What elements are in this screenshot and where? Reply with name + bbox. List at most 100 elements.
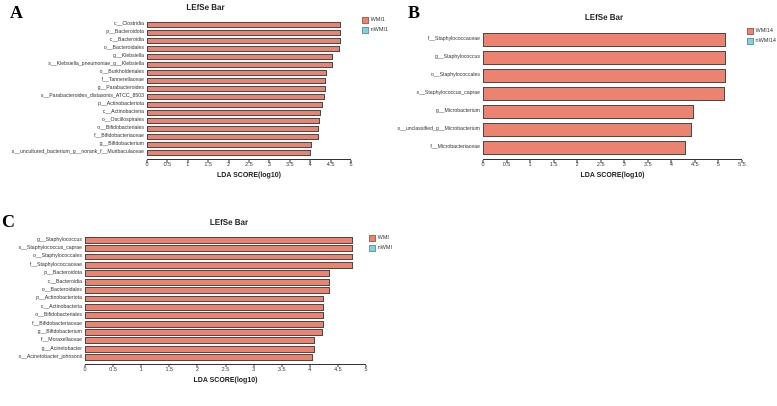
lda-score-bar — [147, 77, 326, 85]
taxon-label: g__Bifidobacterium — [99, 141, 144, 148]
taxon-label: g__Parabacteroides — [97, 85, 144, 92]
x-axis-tick-label: 0.5 — [502, 162, 511, 168]
lda-score-bar — [85, 354, 314, 362]
bar-row: s__Acinetobacter_johnsonii — [0, 353, 390, 362]
lda-score-bar — [483, 51, 727, 65]
legend-item: nWMI1 — [361, 27, 388, 34]
panel-c: C LEfSe Bar g__Staphylococcus s__Staphylo… — [0, 205, 392, 406]
chart-title: LEfSe Bar — [209, 218, 249, 227]
lda-score-bar — [85, 295, 324, 303]
x-axis-tick-label: 3 — [622, 162, 626, 168]
chart-title: LEfSe Bar — [584, 13, 624, 22]
taxon-label: o__Bacteroidales — [103, 45, 144, 52]
taxon-label: s__unclassified_g__Microbacterium — [397, 126, 480, 133]
bar-row: s__Klebsiella_pneumoniae_g__Klebsiella — [0, 61, 390, 69]
x-axis-tick-mark — [330, 160, 332, 163]
legend-label: WMI14 — [755, 27, 773, 34]
lefse-bar-chart-c: LEfSe Bar g__Staphylococcus s__Staphyloco… — [0, 205, 392, 406]
bar-track — [147, 109, 351, 117]
bar-track — [85, 328, 366, 336]
x-axis-tick-label: 1 — [139, 366, 143, 373]
x-axis-tick-label: 5 — [349, 162, 353, 168]
x-axis-tick-label: 0.5 — [109, 366, 117, 373]
bar-track — [147, 101, 351, 109]
bar-track — [147, 93, 351, 101]
lda-score-bar — [147, 53, 334, 61]
lda-score-bar — [147, 133, 320, 141]
x-axis-tick-mark — [225, 364, 226, 368]
taxon-label: o__Bifidobacteriales — [97, 125, 144, 132]
lda-score-bar — [147, 45, 341, 53]
bar-row: o__Bacteroidales — [0, 45, 390, 53]
lda-score-bar — [85, 270, 331, 278]
x-axis-tick-label: 2 — [195, 366, 199, 373]
lda-score-bar — [483, 69, 726, 83]
legend-swatch — [368, 245, 376, 252]
bar-track — [85, 244, 366, 252]
bar-row: o__Staphylococcales — [390, 67, 777, 85]
legend-swatch — [368, 235, 376, 242]
x-axis-line — [85, 363, 366, 365]
lda-score-bar — [85, 320, 324, 328]
legend: WMI14 nWMI14 — [746, 27, 776, 48]
legend-swatch — [361, 27, 369, 34]
taxon-label: c__Bacteroidia — [47, 278, 82, 285]
x-axis-tick-label: 3.5 — [643, 162, 652, 168]
taxon-label: f__Microbacteriaceae — [430, 144, 480, 151]
bar-row: g__Klebsiella — [0, 53, 390, 61]
bar-row: p__Bacteroidota — [0, 270, 390, 278]
taxon-label: c__Actinobacteria — [102, 109, 144, 116]
taxon-label: g__Staphylococcus — [37, 236, 82, 243]
bar-row: s__unclassified_g__Microbacterium — [390, 121, 777, 139]
x-axis-tick-mark — [168, 364, 170, 368]
x-axis-tick-mark — [166, 160, 168, 163]
x-axis-tick-label: 2 — [575, 162, 579, 168]
legend-swatch — [746, 38, 754, 45]
bar-row: f__Staphylococcaceae — [0, 261, 390, 269]
taxon-label: o__Bacteroidales — [41, 286, 82, 293]
lda-score-bar — [85, 261, 354, 269]
x-axis-tick-label: 1 — [528, 162, 532, 168]
taxon-label: s__Staphylococcus_caprae — [18, 244, 82, 251]
bar-track — [147, 77, 351, 85]
legend-label: nWMI14 — [755, 37, 776, 44]
bar-row: c__Actinobacteria — [0, 109, 390, 117]
x-axis-tick-label: 0 — [145, 162, 149, 168]
x-axis-tick-mark — [289, 160, 291, 163]
x-axis-line — [483, 159, 742, 160]
bar-row: f__Bifidobacteriaceae — [0, 320, 390, 328]
bar-row: s__Staphylococcus_caprae — [0, 244, 390, 252]
bar-row: c__Actinobacteria — [0, 303, 390, 311]
lda-score-bar — [147, 141, 312, 149]
x-axis-tick-mark — [576, 160, 578, 163]
lda-score-bar — [147, 149, 311, 157]
taxon-label: c__Bacteroidia — [109, 37, 144, 44]
bar-row: g__Parabacteroides — [0, 85, 390, 93]
taxon-label: g__Microbacterium — [435, 108, 480, 115]
x-axis-tick-mark — [309, 160, 311, 163]
bar-row: p__Bacteroidota — [0, 29, 390, 37]
x-axis-tick-label: 1.5 — [549, 162, 558, 168]
x-axis-tick-label: 4 — [308, 366, 312, 373]
bar-track — [147, 61, 351, 69]
bar-track — [147, 53, 351, 61]
bar-track — [85, 261, 366, 269]
bar-row: f__Tannerellaceae — [0, 77, 390, 85]
x-axis-tick-mark — [268, 160, 270, 163]
x-axis-tick-label: 4.5 — [326, 162, 335, 168]
x-axis-tick-label: 0.5 — [163, 162, 172, 168]
taxon-label: o__Bifidobacteriales — [35, 312, 82, 319]
x-axis-tick-label: 0 — [481, 162, 485, 168]
bar-track — [147, 149, 351, 157]
lda-score-bar — [85, 312, 324, 320]
bar-track — [147, 45, 351, 53]
panel-b: B LEfSe Bar f__Staphylococcaceae g__Staph… — [390, 0, 777, 200]
lda-score-bar — [147, 85, 326, 93]
bar-rows: f__Staphylococcaceae g__Staphylococcus o__… — [390, 31, 777, 157]
lda-score-bar — [147, 109, 321, 117]
lda-score-bar — [483, 33, 727, 47]
bar-row: g__Microbacterium — [390, 103, 777, 121]
taxon-label: c__Clostridia — [114, 21, 144, 28]
bar-row: s__Staphylococcus_caprae — [390, 85, 777, 103]
x-axis-tick-label: 5 — [364, 366, 368, 373]
